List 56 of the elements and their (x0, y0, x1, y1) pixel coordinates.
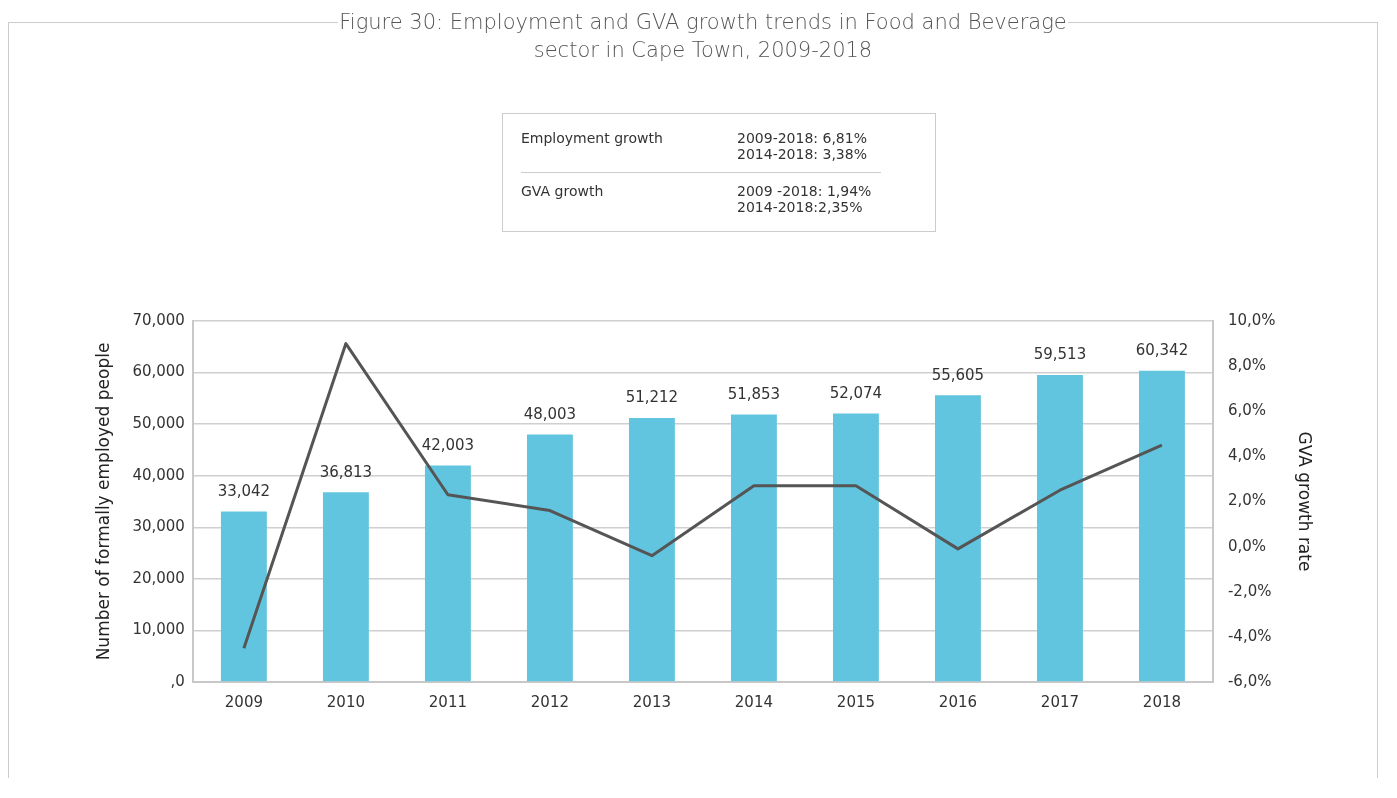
text: 2014-2018:2,35% (737, 199, 864, 215)
y2-tick-label: 2,0% (1227, 491, 1267, 510)
text: GVA growth (521, 183, 605, 201)
text: 2009 -2018: 1,94% (737, 183, 872, 199)
y-tick-label: 50,000 (132, 414, 185, 433)
y2-tick-label: 10,0% (1227, 310, 1276, 329)
data-label: 51,853 (727, 384, 781, 403)
y-tick-label: 30,000 (132, 517, 185, 536)
data-label: 52,074 (829, 383, 883, 402)
bar (832, 413, 879, 682)
y2-tick-label: -2,0% (1227, 581, 1272, 600)
data-label: 55,605 (931, 365, 985, 384)
y-tick-label: 40,000 (132, 465, 185, 484)
text: Employment growth (521, 130, 664, 148)
x-tick-label: 2015 (836, 692, 876, 711)
y-axis-title: Number of formally employed people (92, 342, 113, 661)
bar (934, 395, 981, 682)
x-tick-label: 2017 (1040, 692, 1080, 711)
bar (628, 417, 675, 682)
x-tick-label: 2011 (428, 692, 467, 711)
data-label: 51,212 (625, 388, 679, 407)
bar (730, 414, 777, 682)
y-tick-label: ,0 (170, 671, 185, 690)
data-label: 36,813 (319, 462, 373, 481)
x-tick-label: 2010 (326, 692, 365, 711)
y2-tick-label: -6,0% (1227, 671, 1272, 690)
data-label: 59,513 (1033, 345, 1087, 364)
bar (526, 434, 573, 682)
y2-tick-label: 0,0% (1227, 536, 1267, 555)
y2-tick-label: 4,0% (1227, 446, 1267, 465)
bar (322, 492, 369, 682)
x-tick-label: 2018 (1142, 692, 1182, 711)
data-label: 42,003 (421, 435, 475, 454)
y-tick-label: 60,000 (132, 362, 185, 381)
y2-tick-label: 8,0% (1227, 356, 1267, 375)
y-tick-label: 70,000 (132, 310, 185, 329)
bar (1138, 370, 1185, 682)
data-label: 48,003 (523, 404, 577, 423)
x-tick-label: 2012 (530, 692, 569, 711)
chart-title: Figure 30: Employment and GVA growth trends in Food and Beverage sector in Cape Town, 2009-2018 (338, 8, 1068, 64)
x-tick-label: 2013 (632, 692, 672, 711)
y2-axis-title: GVA growth rate (1295, 431, 1316, 572)
bar (424, 465, 471, 682)
y-tick-label: 20,000 (132, 568, 185, 587)
x-tick-label: 2009 (224, 692, 263, 711)
y2-tick-label: -4,0% (1227, 626, 1272, 645)
data-label: 33,042 (217, 481, 271, 500)
bar (1036, 375, 1083, 682)
x-tick-label: 2014 (734, 692, 774, 711)
data-label: 60,342 (1135, 341, 1189, 360)
y2-tick-label: 6,0% (1227, 401, 1267, 420)
bar (220, 511, 267, 682)
y-tick-label: 10,000 (132, 620, 185, 639)
text: 2009-2018: 6,81% (737, 130, 867, 146)
x-tick-label: 2016 (938, 692, 978, 711)
text: 2014-2018: 3,38% (737, 146, 867, 162)
